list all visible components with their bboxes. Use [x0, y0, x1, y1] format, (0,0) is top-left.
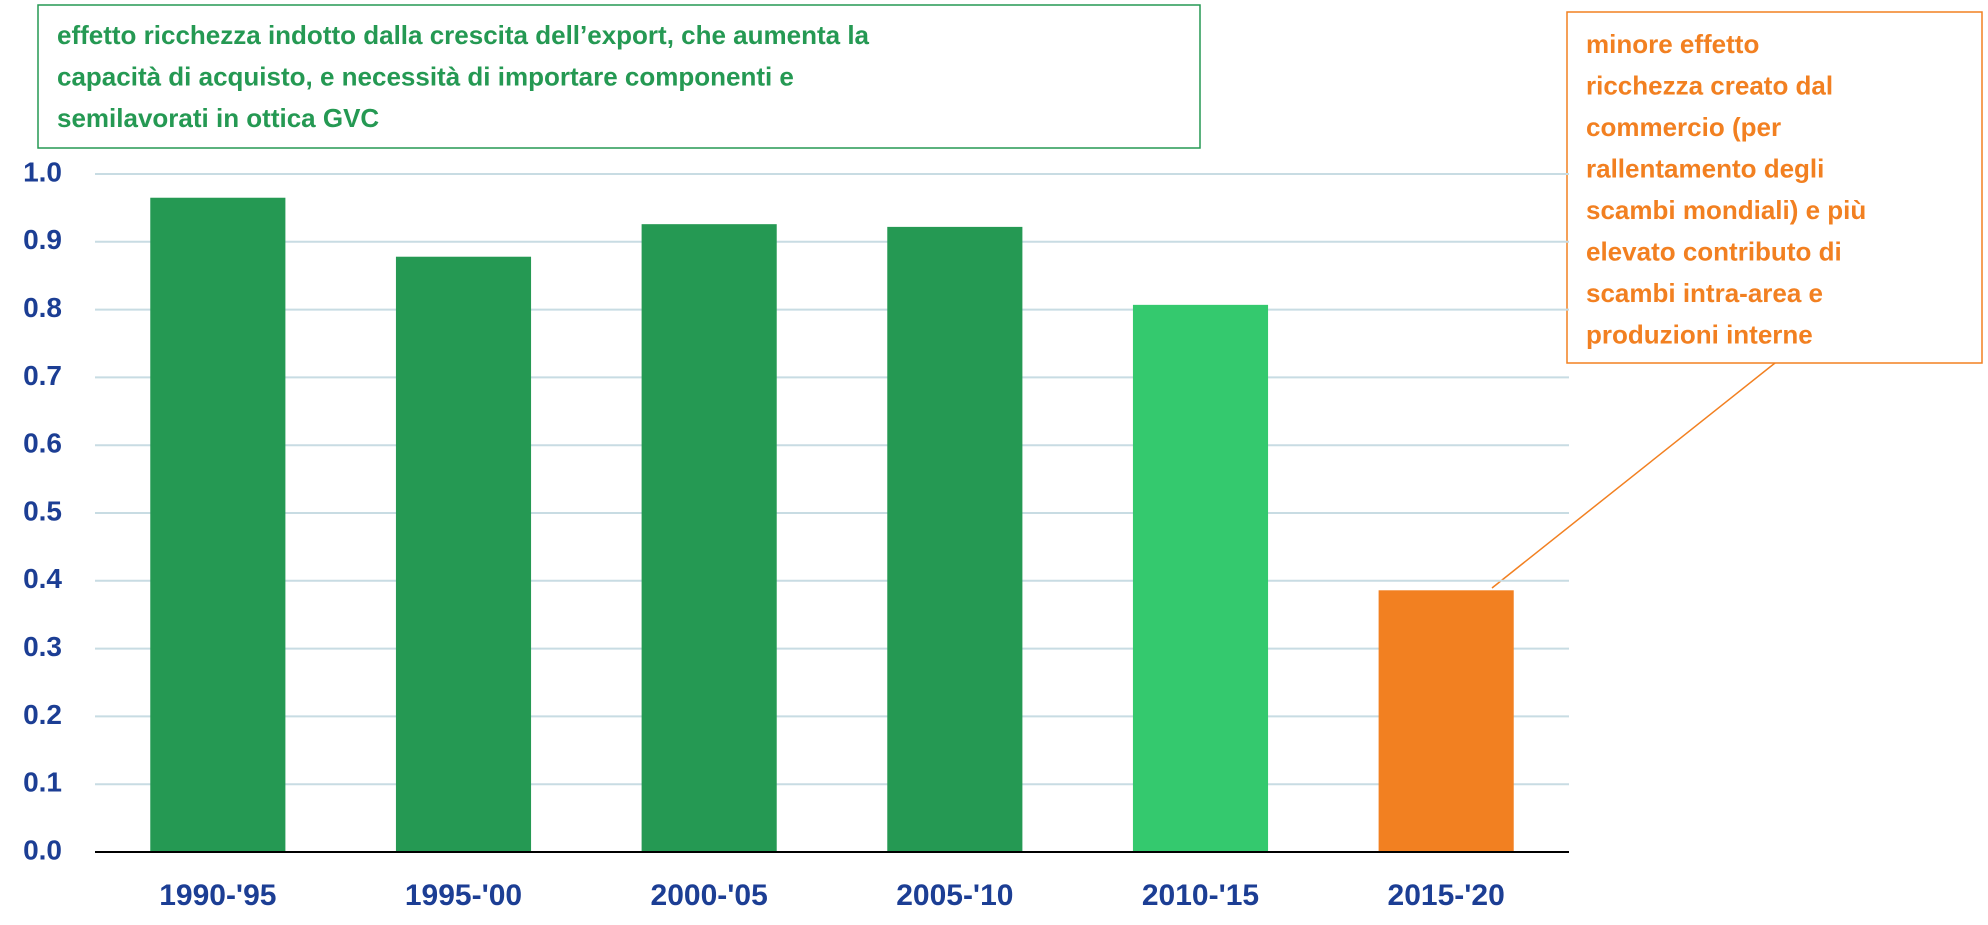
bar	[887, 226, 1023, 852]
y-tick-label: 0.4	[23, 563, 62, 594]
x-tick-label: 1990-'95	[159, 879, 276, 912]
y-tick-label: 0.0	[23, 834, 62, 865]
annotation-text: effetto ricchezza indotto dalla crescita…	[57, 20, 870, 50]
annotation-box	[1566, 11, 1983, 364]
annotation-text: produzioni interne	[1586, 319, 1813, 349]
y-tick-label: 0.6	[23, 428, 62, 459]
annotation-text: commercio (per	[1586, 112, 1781, 142]
bar	[641, 224, 777, 852]
annotation-text: minore effetto	[1586, 29, 1759, 59]
y-tick-label: 0.7	[23, 360, 62, 391]
bar	[1378, 590, 1514, 852]
y-tick-label: 0.9	[23, 224, 62, 255]
y-tick-label: 0.3	[23, 631, 62, 662]
y-tick-label: 0.2	[23, 699, 62, 730]
x-tick-label: 2015-'20	[1388, 879, 1505, 912]
y-tick-label: 0.1	[23, 767, 62, 798]
annotation-text: ricchezza creato dal	[1586, 70, 1833, 100]
annotation-text: rallentamento degli	[1586, 153, 1824, 183]
y-tick-label: 0.8	[23, 292, 62, 323]
annotation-box	[37, 4, 1201, 149]
annotation-text: scambi mondiali) e più	[1586, 195, 1866, 225]
bar	[1132, 304, 1269, 852]
x-tick-label: 2010-'15	[1142, 879, 1259, 912]
x-tick-label: 2000-'05	[651, 879, 768, 912]
annotation-text: capacità di acquisto, e necessità di imp…	[57, 61, 794, 91]
bar	[395, 256, 532, 852]
annotation-leader	[1491, 362, 1776, 589]
y-tick-label: 1.0	[23, 156, 62, 187]
x-tick-label: 1995-'00	[405, 879, 522, 912]
y-tick-label: 0.5	[23, 495, 62, 526]
annotation-text: elevato contributo di	[1586, 236, 1842, 266]
bar	[150, 197, 286, 853]
x-tick-label: 2005-'10	[896, 879, 1013, 912]
annotation-text: semilavorati in ottica GVC	[57, 103, 379, 133]
annotation-text: scambi intra-area e	[1586, 278, 1823, 308]
